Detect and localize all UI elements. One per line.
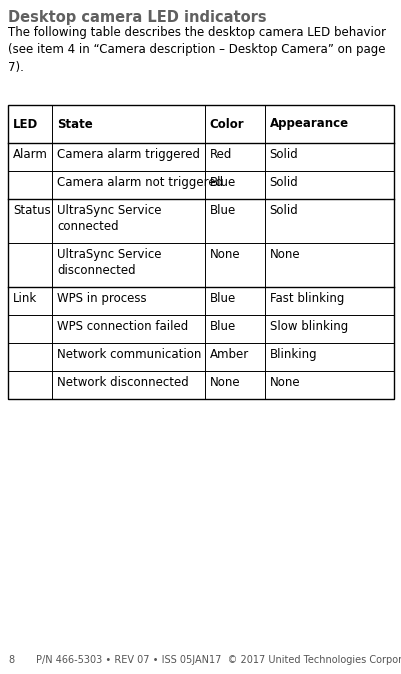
Text: None: None xyxy=(269,376,300,389)
Text: Blue: Blue xyxy=(209,204,235,217)
Text: LED: LED xyxy=(13,117,38,131)
Text: Status: Status xyxy=(13,204,51,217)
Text: Link: Link xyxy=(13,292,37,305)
Text: Amber: Amber xyxy=(209,348,249,361)
Text: Blue: Blue xyxy=(209,176,235,189)
Text: State: State xyxy=(57,117,93,131)
Text: Blue: Blue xyxy=(209,320,235,333)
Text: Blinking: Blinking xyxy=(269,348,316,361)
Text: Solid: Solid xyxy=(269,148,298,161)
Text: Desktop camera LED indicators: Desktop camera LED indicators xyxy=(8,10,266,25)
Text: Camera alarm triggered: Camera alarm triggered xyxy=(57,148,200,161)
Text: Fast blinking: Fast blinking xyxy=(269,292,343,305)
Text: UltraSync Service
connected: UltraSync Service connected xyxy=(57,204,162,233)
Text: Color: Color xyxy=(209,117,244,131)
Text: UltraSync Service
disconnected: UltraSync Service disconnected xyxy=(57,248,162,278)
Text: WPS connection failed: WPS connection failed xyxy=(57,320,188,333)
Text: None: None xyxy=(269,248,300,261)
Text: The following table describes the desktop camera LED behavior
(see item 4 in “Ca: The following table describes the deskto… xyxy=(8,26,385,74)
Text: 8: 8 xyxy=(8,655,14,665)
Text: P/N 466-5303 • REV 07 • ISS 05JAN17  © 2017 United Technologies Corporation. All: P/N 466-5303 • REV 07 • ISS 05JAN17 © 20… xyxy=(36,655,401,665)
Text: Solid: Solid xyxy=(269,204,298,217)
Text: Alarm: Alarm xyxy=(13,148,48,161)
Text: WPS in process: WPS in process xyxy=(57,292,147,305)
Text: None: None xyxy=(209,376,240,389)
Text: Camera alarm not triggered: Camera alarm not triggered xyxy=(57,176,223,189)
Bar xyxy=(8,105,393,399)
Text: Network communication: Network communication xyxy=(57,348,201,361)
Text: Network disconnected: Network disconnected xyxy=(57,376,188,389)
Text: None: None xyxy=(209,248,240,261)
Text: Blue: Blue xyxy=(209,292,235,305)
Text: Appearance: Appearance xyxy=(269,117,348,131)
Text: Red: Red xyxy=(209,148,232,161)
Text: Slow blinking: Slow blinking xyxy=(269,320,347,333)
Text: Solid: Solid xyxy=(269,176,298,189)
